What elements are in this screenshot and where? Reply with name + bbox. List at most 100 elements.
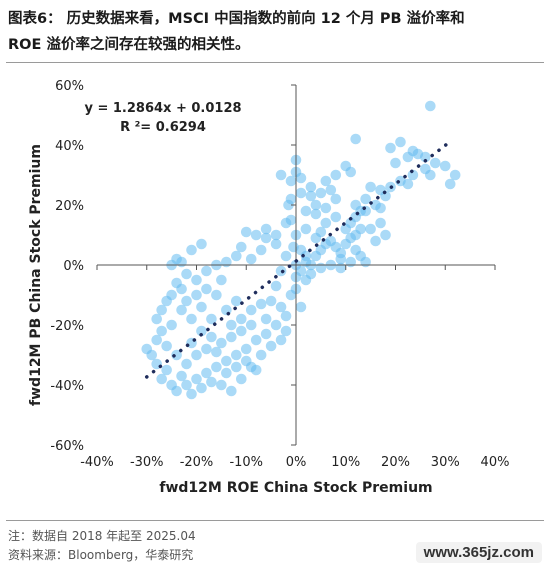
data-point bbox=[255, 244, 267, 256]
data-point bbox=[305, 181, 317, 193]
data-point bbox=[270, 229, 282, 241]
data-point bbox=[285, 289, 297, 301]
data-point bbox=[231, 349, 242, 361]
y-tick-label: -40% bbox=[50, 379, 84, 394]
data-point bbox=[216, 337, 227, 349]
data-point bbox=[231, 295, 242, 307]
data-point bbox=[156, 373, 167, 385]
data-point bbox=[315, 226, 327, 238]
data-point bbox=[300, 274, 312, 286]
data-point bbox=[176, 304, 187, 316]
data-point bbox=[260, 223, 272, 235]
data-point bbox=[250, 229, 262, 241]
data-point bbox=[141, 343, 153, 355]
x-tick-label: 40% bbox=[481, 455, 510, 470]
data-point bbox=[275, 334, 287, 346]
data-point bbox=[166, 319, 177, 331]
title-line-1: 图表6： 历史数据来看，MSCI 中国指数的前向 12 个月 PB 溢价率和 bbox=[8, 11, 465, 27]
data-point bbox=[231, 361, 242, 373]
title-line-2: ROE 溢价率之间存在较强的相关性。 bbox=[8, 37, 250, 53]
data-point bbox=[186, 244, 197, 256]
data-point bbox=[206, 313, 217, 325]
data-point bbox=[370, 235, 381, 247]
data-point bbox=[300, 223, 312, 235]
x-tick-label: 30% bbox=[431, 455, 460, 470]
y-tick-label: 40% bbox=[55, 139, 84, 154]
data-point bbox=[196, 238, 207, 250]
data-point bbox=[166, 379, 177, 391]
data-point bbox=[196, 382, 207, 394]
data-point bbox=[240, 226, 252, 238]
data-point bbox=[245, 253, 257, 265]
data-point bbox=[181, 379, 192, 391]
data-point bbox=[216, 274, 227, 286]
data-point bbox=[240, 343, 252, 355]
footnote-source: 资料来源：Bloomberg，华泰研究 bbox=[8, 548, 194, 562]
data-point bbox=[245, 304, 257, 316]
data-point bbox=[280, 250, 292, 262]
data-point bbox=[201, 367, 212, 379]
data-point bbox=[181, 295, 192, 307]
data-point bbox=[270, 319, 282, 331]
data-point bbox=[265, 340, 277, 352]
data-point bbox=[181, 268, 192, 280]
data-point bbox=[275, 169, 287, 181]
data-point bbox=[380, 229, 391, 241]
x-tick-label: -30% bbox=[130, 455, 164, 470]
data-point bbox=[350, 199, 362, 211]
data-point bbox=[161, 340, 172, 352]
data-point bbox=[211, 289, 222, 301]
data-point bbox=[449, 169, 461, 181]
data-point bbox=[345, 166, 357, 178]
data-point bbox=[365, 223, 376, 235]
r-squared-label: R ²= 0.6294 bbox=[120, 120, 206, 135]
data-point bbox=[275, 301, 287, 313]
data-point bbox=[425, 100, 436, 112]
data-point bbox=[216, 379, 227, 391]
data-point bbox=[196, 325, 207, 337]
data-point bbox=[191, 289, 202, 301]
data-point bbox=[365, 181, 376, 193]
data-point bbox=[285, 193, 297, 205]
data-point bbox=[325, 184, 337, 196]
data-point bbox=[235, 313, 247, 325]
regression-equation: y = 1.2864x + 0.0128 bbox=[84, 101, 241, 116]
data-point bbox=[407, 169, 419, 181]
data-point bbox=[260, 313, 272, 325]
data-point bbox=[245, 319, 257, 331]
data-point bbox=[221, 256, 232, 268]
data-point bbox=[265, 295, 277, 307]
data-point bbox=[320, 175, 332, 187]
data-point bbox=[280, 310, 292, 322]
bottom-divider bbox=[6, 520, 544, 521]
data-point bbox=[295, 301, 307, 313]
data-point bbox=[320, 202, 332, 214]
data-point bbox=[420, 151, 431, 163]
data-point bbox=[439, 160, 451, 172]
data-point bbox=[310, 199, 322, 211]
y-axis-title: fwd12M PB China Stock Premium bbox=[28, 144, 44, 406]
data-point bbox=[206, 331, 217, 343]
watermark-badge: www.365jz.com bbox=[415, 542, 542, 563]
data-point bbox=[211, 346, 222, 358]
data-point bbox=[335, 262, 347, 274]
x-tick-label: 10% bbox=[331, 455, 360, 470]
data-point bbox=[161, 364, 172, 376]
data-point bbox=[260, 328, 272, 340]
data-point bbox=[350, 133, 362, 145]
data-point bbox=[255, 349, 267, 361]
data-point bbox=[156, 325, 167, 337]
data-point bbox=[335, 253, 347, 265]
data-point bbox=[395, 136, 406, 148]
data-point bbox=[305, 190, 317, 202]
data-point bbox=[171, 277, 182, 289]
data-point bbox=[375, 202, 386, 214]
data-point bbox=[161, 295, 172, 307]
data-point bbox=[280, 217, 292, 229]
data-point bbox=[221, 355, 232, 367]
footnote-note: 注：数据自 2018 年起至 2025.04 bbox=[8, 529, 196, 543]
data-point bbox=[211, 361, 222, 373]
data-point bbox=[355, 223, 366, 235]
y-tick-label: -20% bbox=[50, 319, 84, 334]
y-tick-label: -60% bbox=[50, 439, 84, 454]
